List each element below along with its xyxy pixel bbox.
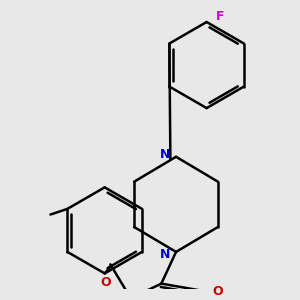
Text: N: N	[160, 148, 170, 161]
Text: F: F	[216, 10, 224, 23]
Text: O: O	[212, 285, 223, 298]
Text: O: O	[100, 276, 111, 289]
Text: N: N	[160, 248, 170, 261]
